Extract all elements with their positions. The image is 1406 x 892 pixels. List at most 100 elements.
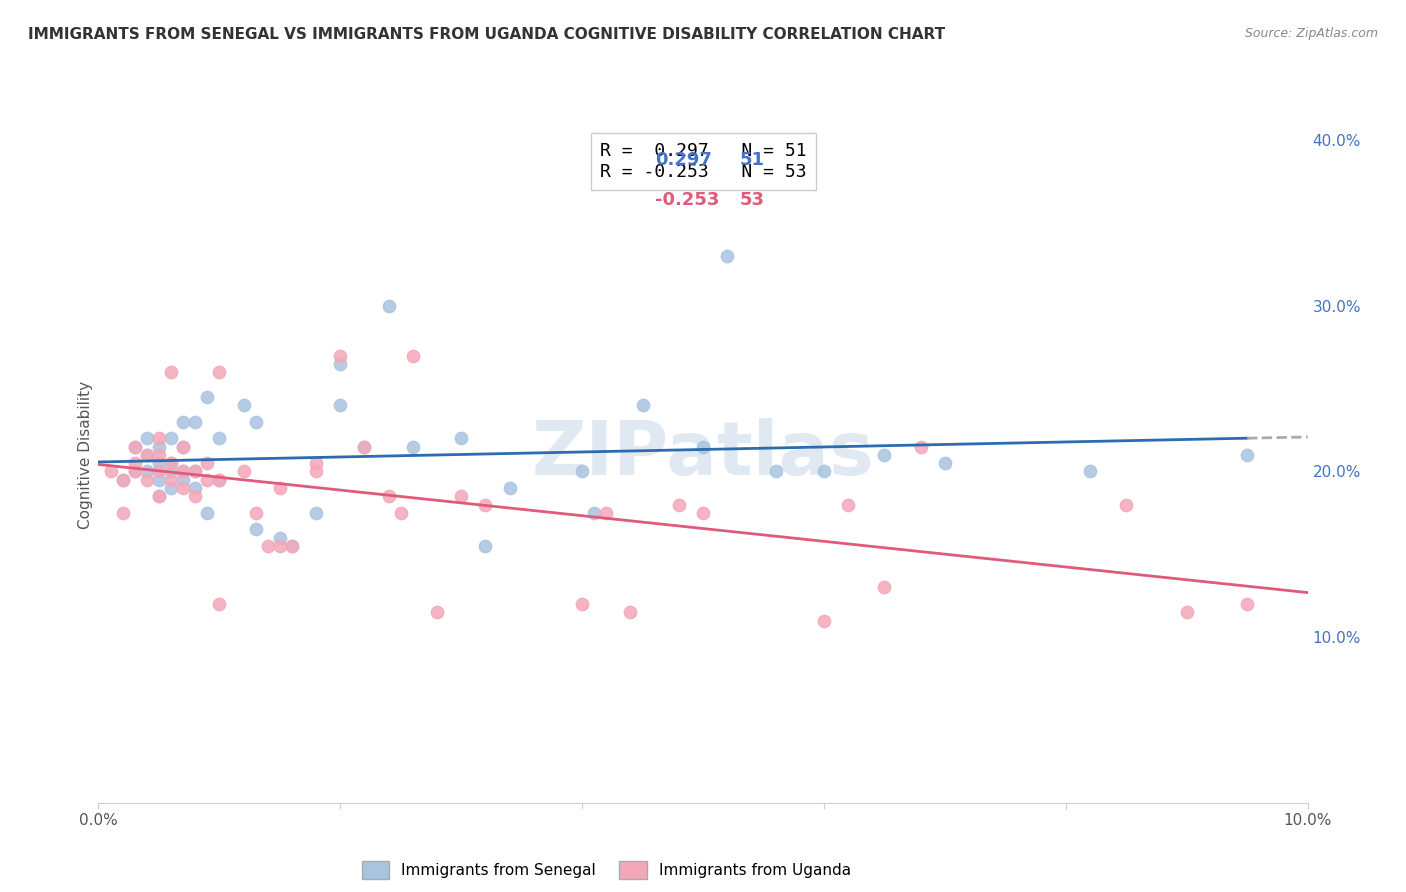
Point	[184, 465, 207, 479]
Point	[172, 465, 194, 479]
Point	[195, 473, 218, 487]
Point	[450, 431, 472, 445]
Point	[402, 440, 425, 454]
Text: 53: 53	[740, 191, 765, 210]
Point	[135, 473, 157, 487]
Point	[474, 539, 496, 553]
Point	[208, 473, 231, 487]
Text: -0.253: -0.253	[655, 191, 718, 210]
Point	[135, 465, 157, 479]
Point	[329, 357, 352, 371]
Point	[245, 415, 267, 429]
Text: IMMIGRANTS FROM SENEGAL VS IMMIGRANTS FROM UGANDA COGNITIVE DISABILITY CORRELATI: IMMIGRANTS FROM SENEGAL VS IMMIGRANTS FR…	[28, 27, 945, 42]
Text: 0.297: 0.297	[655, 151, 711, 169]
Point	[305, 506, 328, 520]
Point	[172, 481, 194, 495]
Point	[184, 481, 207, 495]
Point	[269, 481, 291, 495]
Point	[353, 440, 375, 454]
Point	[873, 581, 896, 595]
Point	[124, 465, 146, 479]
Point	[765, 465, 787, 479]
Point	[172, 440, 194, 454]
Point	[305, 456, 328, 470]
Point	[148, 473, 170, 487]
Point	[148, 448, 170, 462]
Point	[837, 498, 859, 512]
Point	[232, 465, 254, 479]
Point	[934, 456, 956, 470]
Point	[377, 489, 399, 503]
Point	[160, 431, 183, 445]
Point	[160, 456, 183, 470]
Point	[329, 398, 352, 412]
Point	[124, 440, 146, 454]
Point	[1115, 498, 1137, 512]
Point	[100, 465, 122, 479]
Point	[692, 506, 714, 520]
Point	[281, 539, 304, 553]
Point	[172, 440, 194, 454]
Point	[184, 415, 207, 429]
Point	[195, 506, 218, 520]
Point	[148, 440, 170, 454]
Text: 51: 51	[740, 151, 765, 169]
Point	[305, 465, 328, 479]
Point	[450, 489, 472, 503]
Point	[135, 448, 157, 462]
Point	[1078, 465, 1101, 479]
Point	[160, 481, 183, 495]
Point	[111, 473, 134, 487]
Point	[873, 448, 896, 462]
Point	[716, 249, 738, 263]
Point	[195, 456, 218, 470]
Point	[135, 448, 157, 462]
Point	[377, 299, 399, 313]
Point	[124, 440, 146, 454]
Point	[148, 431, 170, 445]
Legend: Immigrants from Senegal, Immigrants from Uganda: Immigrants from Senegal, Immigrants from…	[356, 855, 858, 886]
Point	[195, 390, 218, 404]
Point	[619, 605, 641, 619]
Point	[1236, 597, 1258, 611]
Point	[426, 605, 449, 619]
Point	[208, 597, 231, 611]
Point	[353, 440, 375, 454]
Point	[148, 456, 170, 470]
Point	[498, 481, 520, 495]
Point	[571, 465, 593, 479]
Point	[208, 431, 231, 445]
Point	[148, 465, 170, 479]
Point	[269, 531, 291, 545]
Point	[160, 473, 183, 487]
Point	[692, 440, 714, 454]
Point	[172, 415, 194, 429]
Point	[184, 465, 207, 479]
Point	[160, 465, 183, 479]
Point	[208, 473, 231, 487]
Point	[232, 398, 254, 412]
Point	[329, 349, 352, 363]
Point	[269, 539, 291, 553]
Point	[245, 506, 267, 520]
Point	[111, 506, 134, 520]
Point	[256, 539, 278, 553]
Text: ZIPatlas: ZIPatlas	[531, 418, 875, 491]
Point	[1175, 605, 1198, 619]
Point	[389, 506, 412, 520]
Point	[595, 506, 617, 520]
Point	[172, 473, 194, 487]
Y-axis label: Cognitive Disability: Cognitive Disability	[77, 381, 93, 529]
Point	[124, 456, 146, 470]
Point	[813, 614, 835, 628]
Point	[910, 440, 932, 454]
Point	[148, 465, 170, 479]
Point	[148, 489, 170, 503]
Point	[631, 398, 654, 412]
Point	[813, 465, 835, 479]
Point	[474, 498, 496, 512]
Point	[1236, 448, 1258, 462]
Point	[668, 498, 690, 512]
Point	[184, 489, 207, 503]
Point	[583, 506, 606, 520]
